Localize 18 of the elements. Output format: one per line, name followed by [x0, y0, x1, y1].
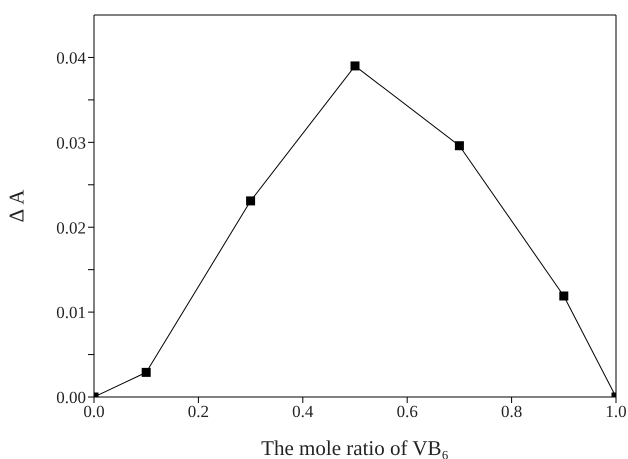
point	[142, 368, 151, 377]
y-tick-label: 0.01	[56, 303, 86, 322]
x-tick-label: 0.8	[500, 402, 522, 422]
x-tick-label: 0.6	[396, 402, 418, 422]
y-tick-label: 0.03	[56, 133, 86, 152]
x-tick-label: 0.4	[292, 402, 314, 422]
y-axis-title: Δ A	[4, 188, 28, 222]
y-tick-label: 0.02	[56, 218, 86, 238]
y-tick-label: 0.04	[56, 48, 86, 68]
point	[350, 61, 360, 70]
y-tick-label: 0.00	[56, 388, 86, 408]
point	[454, 141, 464, 150]
point	[559, 291, 568, 300]
x-tick-label: 1.0	[605, 402, 627, 422]
x-tick-label: 0.0	[83, 402, 105, 422]
x-tick-label: 0.2	[188, 402, 210, 422]
x-axis-title: The mole ratio of VB₆	[261, 436, 449, 459]
point	[246, 196, 256, 206]
